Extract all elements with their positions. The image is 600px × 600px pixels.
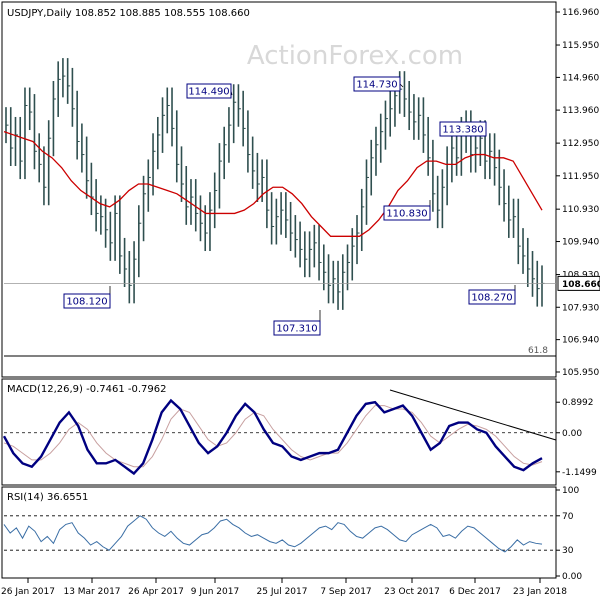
price-axis-label: 113.960	[562, 106, 599, 116]
price-callouts: 114.490 114.730 113.380 110.830 108.120 107.3…	[63, 76, 516, 336]
callout-box	[468, 289, 516, 305]
price-axis-label: 108.930	[562, 271, 599, 281]
rsi-axis-label: 30	[562, 546, 574, 556]
callout-label: 113.380	[442, 125, 483, 136]
price-panel-frame	[1, 1, 557, 378]
macd-trendline	[389, 389, 557, 441]
macd-axis-label: 0.00	[562, 429, 582, 439]
callout-box	[439, 121, 487, 137]
callout-label: 114.730	[356, 80, 397, 91]
callout-box	[353, 76, 401, 92]
callout-label: 110.830	[386, 209, 427, 220]
callout-label: 108.120	[66, 297, 107, 308]
callout-box	[63, 293, 111, 309]
price-axis-label: 110.930	[562, 205, 599, 215]
date-axis-label: 9 Jun 2017	[191, 587, 239, 597]
axes: 116.960 115.950 114.960 113.960 112.950 111.9…	[1, 8, 600, 597]
price-axis-label: 112.950	[562, 139, 599, 149]
price-axis-label: 105.950	[562, 368, 599, 378]
date-axis-label: 26 Jan 2017	[1, 587, 55, 597]
macd-line	[2, 398, 543, 476]
date-axis-label: 23 Oct 2017	[384, 587, 440, 597]
price-axis-label: 109.940	[562, 238, 599, 248]
macd-series	[2, 389, 557, 476]
rsi-axis-label: 0.00	[562, 572, 582, 582]
price-axis-label: 107.930	[562, 303, 599, 313]
macd-axis-label: 0.8992	[562, 398, 594, 408]
date-axis-label: 13 Mar 2017	[63, 587, 120, 597]
chart-header: USDJPY,Daily 108.852 108.885 108.555 108…	[7, 8, 250, 19]
callout-box	[186, 83, 232, 99]
rsi-axis-label: 100	[562, 486, 579, 496]
callout-label: 108.270	[471, 293, 512, 304]
macd-panel-frame	[1, 378, 557, 486]
date-axis-label: 26 Apr 2017	[128, 587, 184, 597]
rsi-title: RSI(14) 36.6551	[7, 492, 88, 503]
price-axis-label: 116.960	[562, 8, 599, 18]
price-axis-label: 106.940	[562, 336, 599, 346]
callout-box	[383, 205, 431, 221]
rsi-panel-frame	[1, 486, 557, 579]
date-axis-label: 25 Jul 2017	[257, 587, 308, 597]
callout-label: 107.310	[276, 324, 317, 335]
price-series: 61.8	[3, 58, 556, 357]
macd-signal-line	[3, 405, 543, 468]
rsi-series	[3, 515, 556, 553]
moving-average-line	[3, 131, 543, 237]
price-axis-label: 111.950	[562, 172, 599, 182]
callout-label: 114.490	[188, 87, 229, 98]
fib-618-label: 61.8	[528, 346, 548, 356]
price-axis-label: 114.960	[562, 73, 599, 83]
date-axis-label: 7 Sep 2017	[320, 587, 371, 597]
date-axis-label: 6 Dec 2017	[449, 587, 501, 597]
date-axis-label: 23 Jan 2018	[513, 587, 567, 597]
macd-axis-label: -1.1499	[562, 468, 597, 478]
macd-title: MACD(12,26,9) -0.7461 -0.7962	[7, 384, 167, 395]
rsi-line	[3, 515, 543, 553]
price-axis-label: 115.950	[562, 41, 599, 51]
current-price-box	[557, 275, 600, 291]
current-price-value: 108.660	[562, 280, 600, 290]
rsi-axis-label: 70	[562, 512, 574, 522]
callout-box	[273, 320, 321, 336]
watermark: ActionForex.com	[247, 41, 463, 71]
